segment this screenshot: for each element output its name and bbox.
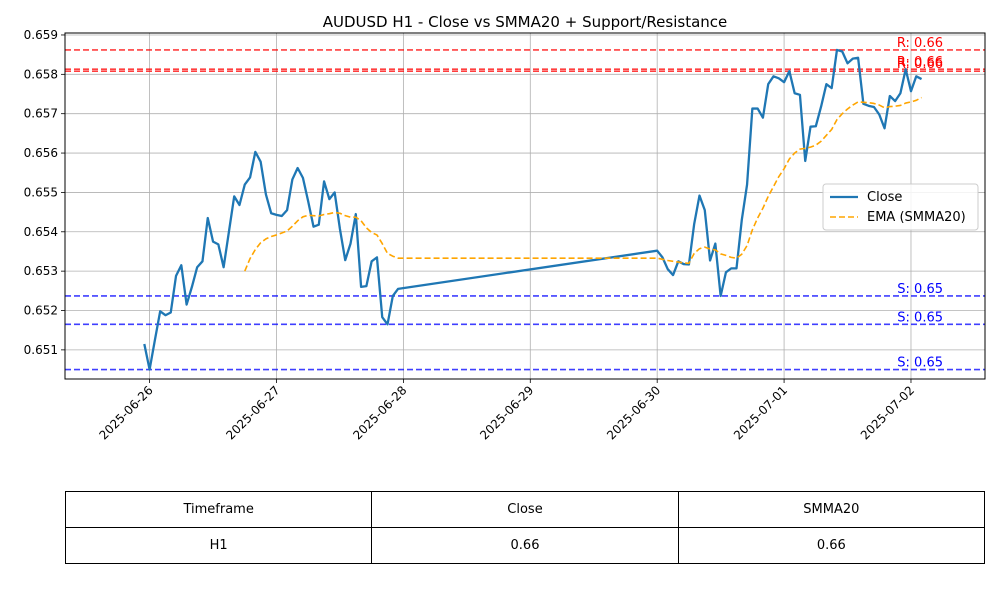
x-tick-label: 2025-06-28: [350, 383, 409, 442]
close-price-line: [143, 48, 923, 371]
y-tick-label: 0.658: [24, 67, 58, 81]
legend: Close EMA (SMMA20): [822, 183, 979, 231]
x-tick-label: 2025-06-29: [477, 383, 536, 442]
table-header-smma20: SMMA20: [677, 491, 986, 528]
series-lines: [143, 48, 923, 371]
x-tick-label: 2025-06-26: [96, 383, 155, 442]
y-tick-label: 0.657: [24, 107, 58, 121]
plot-area-frame: [64, 32, 986, 380]
y-tick-label: 0.656: [24, 146, 58, 160]
chart-title: AUDUSD H1 - Close vs SMMA20 + Support/Re…: [323, 13, 728, 31]
legend-label: Close: [867, 190, 902, 205]
y-tick-label: 0.652: [24, 304, 58, 318]
smma20-line: [244, 96, 922, 272]
line-chart: AUDUSD H1 - Close vs SMMA20 + Support/Re…: [24, 13, 986, 442]
support-label: S: 0.65: [897, 282, 943, 297]
legend-label: EMA (SMMA20): [867, 210, 966, 225]
y-tick-label: 0.654: [24, 225, 58, 239]
table-cell-close: 0.66: [371, 527, 679, 564]
table-header-timeframe: Timeframe: [64, 491, 373, 528]
y-tick-label: 0.659: [24, 28, 58, 42]
resistance-label: R: 0.66: [897, 55, 943, 70]
table-cell-timeframe: H1: [64, 527, 373, 564]
x-tick-label: 2025-07-02: [858, 383, 917, 442]
y-tick-label: 0.651: [24, 343, 58, 357]
resistance-label: R: 0.66: [897, 36, 943, 51]
x-tick-label: 2025-06-27: [223, 383, 282, 442]
legend-box: [822, 183, 979, 231]
y-tick-label: 0.653: [24, 264, 58, 278]
y-tick-label: 0.655: [24, 185, 58, 199]
table-cell-smma20: 0.66: [677, 527, 986, 564]
table-header-close: Close: [371, 491, 679, 528]
x-tick-label: 2025-07-01: [731, 383, 790, 442]
y-axis: 0.651 0.652 0.653 0.654 0.655 0.656 0.657 0.658…: [24, 28, 65, 357]
summary-table: Timeframe Close SMMA20 H1 0.66 0.66: [64, 491, 986, 564]
resistance-label: R: 0.66: [897, 57, 943, 72]
grid-lines: [65, 33, 985, 379]
table-row: H1 0.66 0.66: [64, 527, 986, 564]
support-label: S: 0.65: [897, 356, 943, 371]
x-axis: 2025-06-26 2025-06-27 2025-06-28 2025-06-29…: [96, 379, 917, 442]
support-label: S: 0.65: [897, 310, 943, 325]
table-header-row: Timeframe Close SMMA20: [64, 491, 986, 528]
x-tick-label: 2025-06-30: [604, 383, 663, 442]
support-resistance-lines: [65, 49, 985, 371]
level-labels: R: 0.66R: 0.66R: 0.66S: 0.65S: 0.65S: 0.…: [897, 36, 943, 371]
